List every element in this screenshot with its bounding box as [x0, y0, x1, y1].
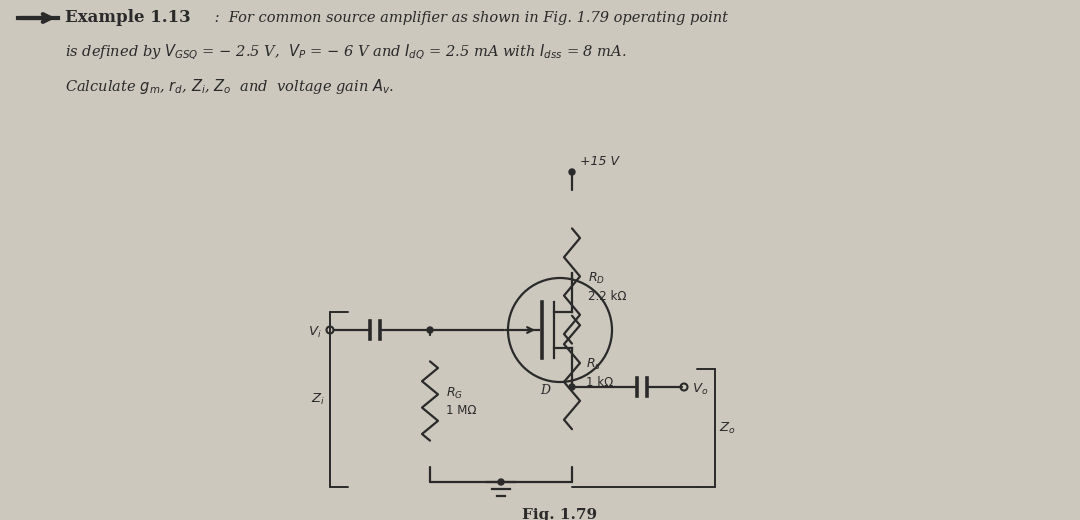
Text: $R_D$: $R_D$: [588, 270, 605, 285]
Text: $V_o$: $V_o$: [692, 382, 708, 397]
Circle shape: [569, 384, 575, 390]
Text: $Z_o$: $Z_o$: [718, 421, 735, 436]
Text: +15 V: +15 V: [580, 155, 619, 168]
Text: Calculate $g_m$, $r_d$, $Z_i$, $Z_o$  and  voltage gain $A_v$.: Calculate $g_m$, $r_d$, $Z_i$, $Z_o$ and…: [65, 76, 394, 96]
Text: 2.2 kΩ: 2.2 kΩ: [588, 290, 626, 303]
Text: $R_G$: $R_G$: [446, 385, 463, 400]
Text: Fig. 1.79: Fig. 1.79: [523, 508, 597, 520]
Text: :  For common source amplifier as shown in Fig. 1.79 operating point: : For common source amplifier as shown i…: [210, 11, 728, 25]
Text: 1 kΩ: 1 kΩ: [586, 376, 613, 389]
Circle shape: [427, 327, 433, 333]
Text: 1 MΩ: 1 MΩ: [446, 405, 476, 418]
Text: is defined by $V_{GSQ}$ = $-$ 2.5 V,  $V_P$ = $-$ 6 V and $I_{dQ}$ = 2.5 mA with: is defined by $V_{GSQ}$ = $-$ 2.5 V, $V_…: [65, 42, 626, 62]
Text: $V_i$: $V_i$: [309, 324, 322, 340]
Text: $R_s$: $R_s$: [586, 357, 602, 372]
Circle shape: [569, 169, 575, 175]
Text: D: D: [540, 384, 550, 396]
Text: $Z_i$: $Z_i$: [311, 392, 325, 407]
Text: Example 1.13: Example 1.13: [65, 9, 191, 27]
Circle shape: [498, 479, 504, 485]
